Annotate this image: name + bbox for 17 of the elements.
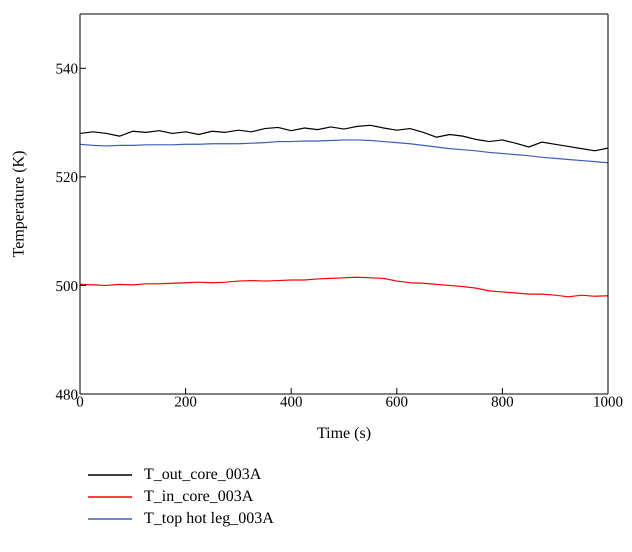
x-tick-label: 0 [76,394,84,411]
x-tick-label: 400 [280,394,302,411]
x-tick-label: 1000 [593,394,623,411]
x-tick-label: 800 [491,394,514,411]
line-series [80,276,608,298]
legend-label: T_out_core_003A [144,465,262,485]
x-axis-title: Time (s) [316,425,372,442]
y-tick-label: 500 [56,278,78,295]
line-series [80,139,608,164]
x-tick-label: 600 [386,394,408,411]
legend-label: T_in_core_003A [144,487,254,507]
y-tick-label: 520 [56,170,78,186]
x-tick-label: 200 [174,394,197,411]
y-tick-label: 480 [56,387,78,404]
legend-label: T_top hot leg_003A [144,509,274,529]
y-axis-title: Temperature (K) [10,150,28,258]
y-tick-label: 540 [56,62,78,78]
